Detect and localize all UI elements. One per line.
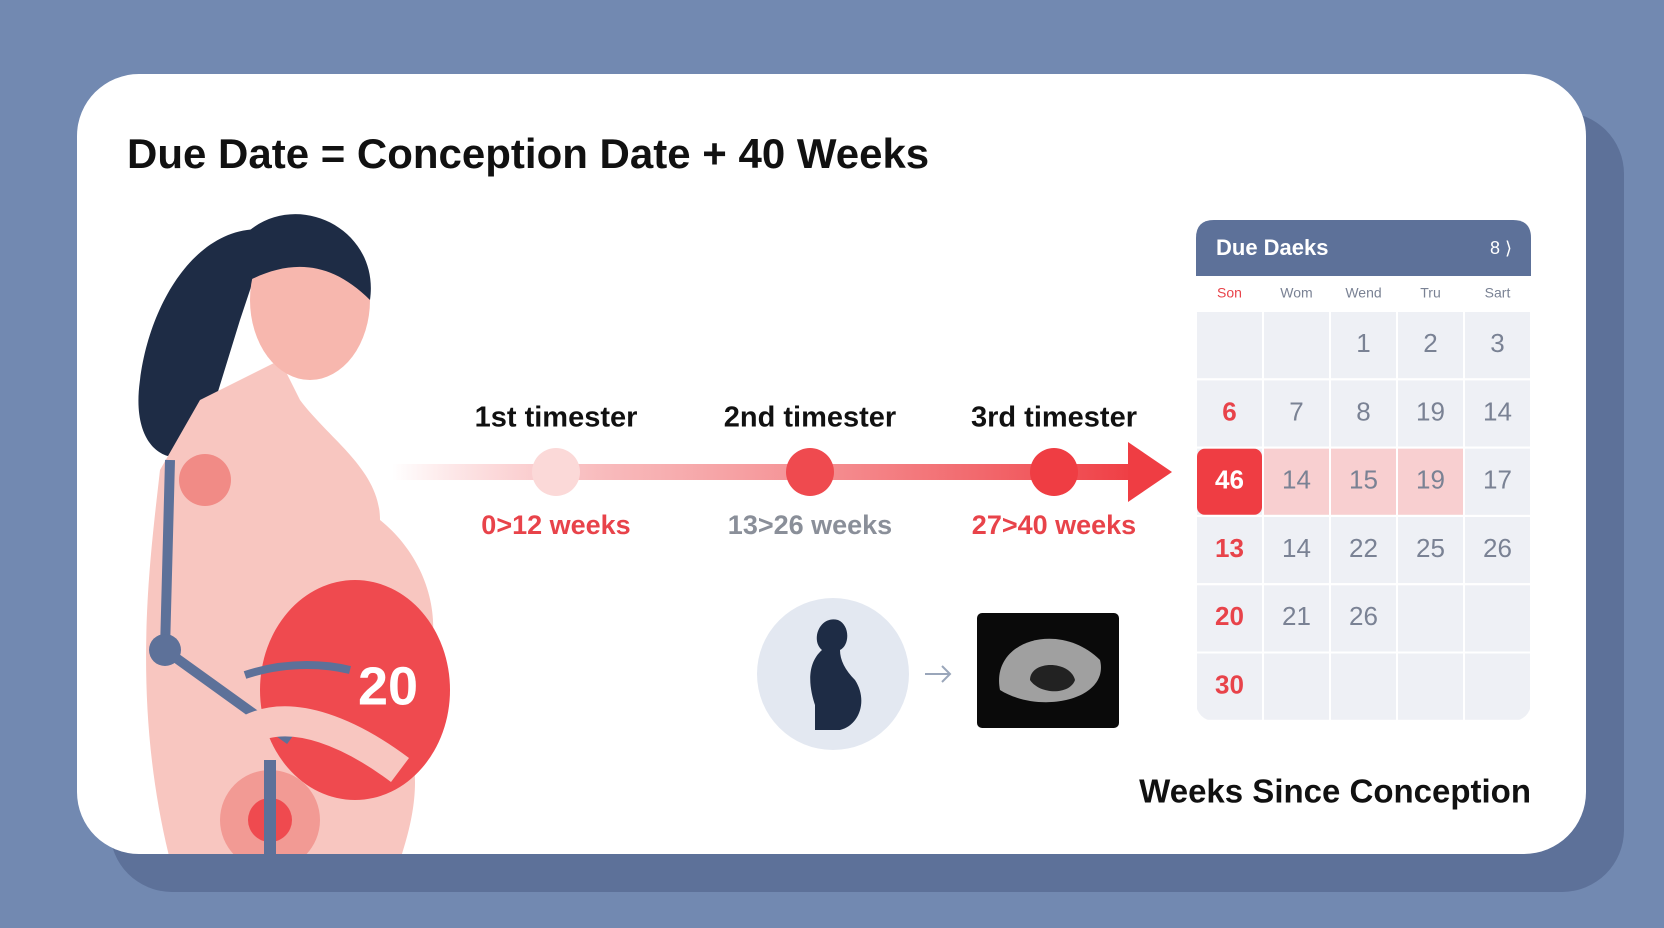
title: Due Date = Conception Date + 40 Weeks xyxy=(127,130,929,177)
day: 3 xyxy=(1490,328,1504,358)
timeline-bar xyxy=(392,464,1137,480)
weekday: Tru xyxy=(1420,285,1440,301)
day: 14 xyxy=(1483,396,1512,426)
stage-dot xyxy=(786,448,834,496)
day: 1 xyxy=(1356,328,1370,358)
stage-label: 3rd timester xyxy=(971,402,1137,434)
stage-label: 1st timester xyxy=(475,402,638,434)
day: 13 xyxy=(1215,533,1244,563)
stage-range: 13>26 weeks xyxy=(728,510,892,540)
weekday: Wend xyxy=(1345,285,1381,301)
day: 25 xyxy=(1416,533,1445,563)
day: 6 xyxy=(1222,396,1236,426)
day: 26 xyxy=(1483,533,1512,563)
weekday: Son xyxy=(1217,285,1242,301)
stage-dot xyxy=(1030,448,1078,496)
day: 26 xyxy=(1349,601,1378,631)
stage-label: 2nd timester xyxy=(724,402,896,434)
day-highlight xyxy=(1197,448,1262,515)
woman-illustration xyxy=(138,214,450,854)
day: 19 xyxy=(1416,465,1445,495)
day: 14 xyxy=(1282,465,1311,495)
day: 15 xyxy=(1349,465,1378,495)
weekday: Wom xyxy=(1280,285,1312,301)
day-highlight xyxy=(1331,448,1396,515)
belly-number: 20 xyxy=(358,656,418,716)
day: 8 xyxy=(1356,396,1370,426)
day: 30 xyxy=(1215,670,1244,700)
day: 46 xyxy=(1215,465,1244,495)
day-border xyxy=(1463,651,1532,722)
calendar-title: Due Daeks xyxy=(1216,235,1329,260)
day: 2 xyxy=(1423,328,1437,358)
arrow-icon xyxy=(925,665,952,683)
day: 14 xyxy=(1282,533,1311,563)
day: 19 xyxy=(1416,396,1445,426)
silhouette xyxy=(810,619,862,730)
ultrasound-fetus xyxy=(1030,665,1075,692)
day: 17 xyxy=(1483,465,1512,495)
stage-range: 0>12 weeks xyxy=(481,510,630,540)
stage-dot xyxy=(532,448,580,496)
day-highlight xyxy=(1398,448,1463,515)
day: 7 xyxy=(1289,396,1303,426)
footer: Weeks Since Conception xyxy=(1139,773,1531,810)
calendar-nav[interactable]: 8 ⟩ xyxy=(1490,238,1512,258)
weekday: Sart xyxy=(1485,285,1511,301)
day: 20 xyxy=(1215,601,1244,631)
day: 21 xyxy=(1282,601,1311,631)
calendar-grid: Son Wom Wend Tru Sart 1 2 3 6 7 8 19 14 46 14 15 19 17 13 1… xyxy=(1195,285,1532,722)
day-highlight xyxy=(1264,448,1329,515)
weekday-bar xyxy=(1196,276,1531,311)
stage-range: 27>40 weeks xyxy=(972,510,1136,540)
timeline: 1st timester 0>12 weeks 2nd timester 13>26 … xyxy=(475,402,1137,540)
calendar-header xyxy=(1196,220,1531,276)
timeline-arrow xyxy=(1128,442,1172,502)
day: 22 xyxy=(1349,533,1378,563)
